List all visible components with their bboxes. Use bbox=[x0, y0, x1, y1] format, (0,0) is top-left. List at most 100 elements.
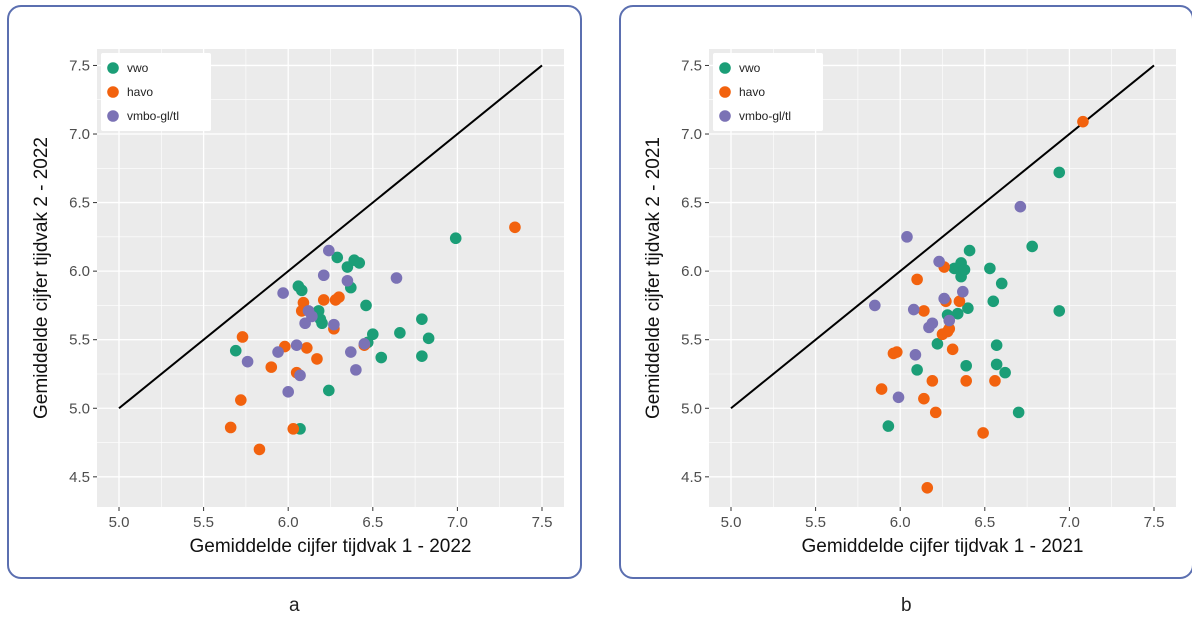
data-point-havo bbox=[301, 342, 313, 354]
data-point-havo bbox=[235, 394, 247, 406]
y-tick-label: 5.5 bbox=[681, 332, 702, 349]
data-point-vmbo-gl-tl bbox=[341, 274, 354, 287]
data-point-vwo bbox=[295, 284, 308, 297]
data-point-vmbo-gl-tl bbox=[317, 269, 330, 282]
y-tick-label: 4.5 bbox=[681, 469, 702, 486]
data-point-vwo bbox=[999, 366, 1011, 379]
data-point-havo bbox=[1077, 115, 1089, 128]
legend-havo-label: havo bbox=[739, 85, 765, 99]
data-point-vwo bbox=[931, 338, 944, 350]
chart-a-points bbox=[224, 221, 521, 456]
y-tick-label: 6.5 bbox=[681, 195, 702, 212]
data-point-havo bbox=[943, 322, 956, 335]
data-point-havo bbox=[918, 305, 930, 317]
legend-havo-marker bbox=[107, 86, 119, 98]
y-tick-label: 4.5 bbox=[69, 469, 90, 486]
data-point-vmbo-gl-tl bbox=[282, 386, 294, 398]
data-point-vmbo-gl-tl bbox=[933, 255, 945, 268]
chart-a-y-axis-label: Gemiddelde cijfer tijdvak 2 - 2022 bbox=[31, 137, 52, 419]
legend-vwo-marker bbox=[719, 62, 731, 74]
data-point-vwo bbox=[375, 351, 388, 364]
x-tick-label: 7.0 bbox=[1059, 514, 1080, 531]
y-tick-label: 7.5 bbox=[69, 57, 90, 74]
data-point-vwo bbox=[1012, 406, 1025, 419]
data-point-vmbo-gl-tl bbox=[892, 391, 905, 404]
data-point-havo bbox=[236, 331, 249, 343]
data-point-vwo bbox=[422, 332, 435, 345]
legend-vmbo-label: vmbo-gl/tl bbox=[127, 109, 179, 123]
y-tick-label: 6.0 bbox=[681, 263, 702, 280]
x-tick-label: 6.0 bbox=[890, 514, 911, 531]
chart-a-x-axis-label: Gemiddelde cijfer tijdvak 1 - 2022 bbox=[190, 536, 472, 557]
data-point-vwo bbox=[1026, 240, 1038, 253]
data-point-vwo bbox=[995, 277, 1008, 290]
y-tick-label: 5.5 bbox=[69, 332, 90, 349]
chart-b-tick-labels: 5.0 5.5 6.0 6.5 7.0 7.5 4.5 5.0 5.5 6.0 6.5 7.0 7.5 bbox=[681, 57, 1164, 531]
chart-a-legend-box bbox=[101, 53, 211, 131]
data-point-vmbo-gl-tl bbox=[1014, 200, 1027, 213]
chart-b-points bbox=[869, 115, 1089, 494]
y-tick-label: 6.5 bbox=[69, 195, 90, 212]
data-point-vwo bbox=[963, 244, 976, 257]
data-point-vmbo-gl-tl bbox=[901, 231, 913, 243]
data-point-vmbo-gl-tl bbox=[390, 272, 403, 284]
data-point-vwo bbox=[984, 262, 996, 275]
data-point-havo bbox=[509, 221, 521, 234]
data-point-vmbo-gl-tl bbox=[957, 285, 969, 298]
data-point-havo bbox=[921, 482, 934, 494]
y-tick-label: 5.0 bbox=[69, 400, 90, 417]
data-point-vmbo-gl-tl bbox=[345, 346, 357, 358]
data-point-vmbo-gl-tl bbox=[926, 317, 939, 330]
y-tick-label: 5.0 bbox=[681, 400, 702, 417]
data-point-vwo bbox=[416, 350, 428, 362]
chart-panel-a: 5.0 5.5 6.0 6.5 7.0 7.5 4.5 5.0 5.5 6.0 6.5 7.0 7.5 … bbox=[7, 5, 582, 579]
data-point-havo bbox=[253, 443, 266, 456]
data-point-vmbo-gl-tl bbox=[907, 303, 920, 316]
panel-label-a: a bbox=[289, 595, 300, 616]
data-point-havo bbox=[989, 375, 1001, 387]
data-point-vmbo-gl-tl bbox=[323, 244, 335, 257]
legend-vwo-marker bbox=[107, 62, 119, 74]
chart-b-svg: 5.0 5.5 6.0 6.5 7.0 7.54.55.05.56.06.57.07.5 … bbox=[643, 49, 1176, 557]
x-tick-label: 6.5 bbox=[362, 514, 383, 531]
data-point-vwo bbox=[987, 295, 1000, 308]
x-tick-label: 5.0 bbox=[109, 514, 130, 531]
chart-b-x-axis-label: Gemiddelde cijfer tijdvak 1 - 2021 bbox=[802, 536, 1084, 557]
data-point-vmbo-gl-tl bbox=[358, 338, 371, 350]
chart-panel-b: 5.0 5.5 6.0 6.5 7.0 7.5 4.5 5.0 5.5 6.0 6.5 7.0 7.5 … bbox=[619, 5, 1192, 579]
data-point-havo bbox=[317, 294, 330, 306]
data-point-havo bbox=[287, 423, 300, 435]
data-point-havo bbox=[333, 291, 345, 303]
legend-vwo-label: vwo bbox=[127, 61, 149, 75]
data-point-vwo bbox=[990, 358, 1003, 371]
x-tick-label: 6.0 bbox=[278, 514, 299, 531]
legend-vmbo-label: vmbo-gl/tl bbox=[739, 109, 791, 123]
data-point-vmbo-gl-tl bbox=[277, 287, 289, 299]
data-point-vmbo-gl-tl bbox=[943, 314, 956, 327]
x-tick-label: 7.5 bbox=[1144, 514, 1165, 531]
data-point-vwo bbox=[323, 384, 335, 397]
y-tick-label: 7.0 bbox=[69, 126, 90, 143]
legend-vmbo-marker bbox=[107, 110, 119, 122]
data-point-vmbo-gl-tl bbox=[290, 339, 303, 351]
data-point-vwo bbox=[331, 251, 344, 264]
x-tick-label: 6.5 bbox=[974, 514, 995, 531]
chart-a-gridlines bbox=[97, 49, 564, 507]
data-point-vwo bbox=[367, 328, 379, 341]
data-point-vwo bbox=[911, 364, 923, 376]
data-point-havo bbox=[224, 421, 237, 434]
data-point-vwo bbox=[962, 302, 974, 314]
data-point-vwo bbox=[229, 344, 242, 357]
data-point-vmbo-gl-tl bbox=[938, 292, 950, 305]
data-point-havo bbox=[911, 273, 923, 286]
data-point-vwo bbox=[951, 307, 964, 320]
legend-havo-label: havo bbox=[127, 85, 153, 99]
legend-vwo-label: vwo bbox=[739, 61, 761, 75]
panel-label-b: b bbox=[901, 595, 912, 616]
data-point-havo bbox=[946, 343, 959, 356]
legend-vmbo-marker bbox=[719, 110, 731, 122]
data-point-vwo bbox=[316, 317, 328, 330]
data-point-vmbo-gl-tl bbox=[272, 346, 284, 358]
data-point-vmbo-gl-tl bbox=[909, 348, 922, 361]
chart-a-legend: vwo havo vmbo-gl/tl bbox=[101, 53, 211, 131]
